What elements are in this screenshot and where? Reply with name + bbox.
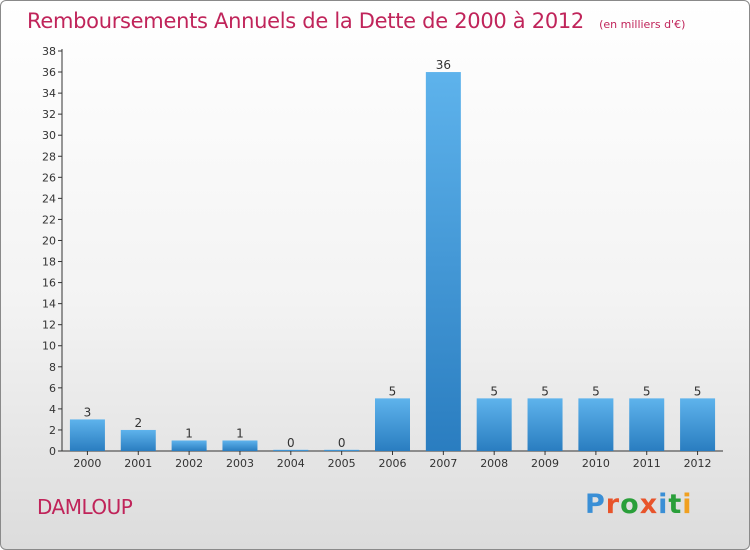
brand-logo: Proxiti [585,489,693,520]
bar [171,440,207,451]
bar [527,398,563,451]
x-tick-label: 2006 [379,457,407,470]
y-tick-label: 10 [42,340,56,353]
y-tick-label: 38 [42,45,56,58]
y-tick-label: 34 [42,87,56,100]
bar [375,398,410,451]
bar [324,449,360,451]
y-tick-label: 6 [49,382,56,395]
y-tick-label: 26 [42,171,56,184]
title-row: Remboursements Annuels de la Dette de 20… [27,9,685,33]
data-label: 5 [694,384,702,398]
data-label: 0 [287,436,295,450]
brand-letter: x [639,489,659,520]
data-label: 5 [592,384,600,398]
bar [273,449,309,451]
chart-subtitle: (en milliers d'€) [599,18,686,31]
y-tick-label: 30 [42,129,56,142]
brand-letter: i [682,489,693,520]
y-tick-label: 22 [42,213,56,226]
y-tick-label: 20 [42,234,56,247]
chart-title: Remboursements Annuels de la Dette de 20… [27,9,584,33]
y-tick-label: 2 [49,424,56,437]
data-label: 36 [436,58,451,72]
x-tick-label: 2000 [73,457,101,470]
x-tick-label: 2011 [633,457,661,470]
x-tick-label: 2010 [582,457,610,470]
x-tick-label: 2009 [531,457,559,470]
y-tick-label: 24 [42,192,56,205]
data-label: 5 [643,384,651,398]
x-tick-label: 2012 [684,457,712,470]
brand-letter: o [620,489,640,520]
bar [680,398,716,451]
x-tick-label: 2005 [328,457,356,470]
x-tick-label: 2003 [226,457,254,470]
data-label: 3 [84,405,92,419]
x-tick-label: 2007 [429,457,457,470]
bar [629,398,665,451]
data-label: 5 [541,384,549,398]
y-tick-label: 4 [49,403,56,416]
bar [476,398,512,451]
y-tick-label: 28 [42,150,56,163]
data-label: 0 [338,436,346,450]
bar [425,72,461,451]
data-label: 1 [236,426,244,440]
data-label: 5 [389,384,397,398]
x-tick-label: 2004 [277,457,305,470]
brand-letter: r [605,489,621,520]
y-tick-label: 32 [42,108,56,121]
y-tick-label: 18 [42,256,56,269]
brand-letter: P [585,489,606,520]
y-tick-label: 8 [49,361,56,374]
y-tick-label: 14 [42,298,56,311]
bar [69,419,105,451]
y-tick-label: 36 [42,66,56,79]
data-label: 5 [490,384,498,398]
data-label: 2 [134,416,142,430]
x-tick-label: 2002 [175,457,203,470]
data-label: 1 [185,426,193,440]
bar [222,440,258,451]
brand-letter: t [668,489,683,520]
y-tick-label: 12 [42,319,56,332]
bar [120,429,156,451]
bar [578,398,614,451]
location-name: DAMLOUP [37,495,133,519]
x-tick-label: 2001 [124,457,152,470]
y-tick-label: 0 [49,445,56,458]
x-tick-label: 2008 [480,457,508,470]
y-tick-label: 16 [42,277,56,290]
brand-letter: i [658,489,669,520]
